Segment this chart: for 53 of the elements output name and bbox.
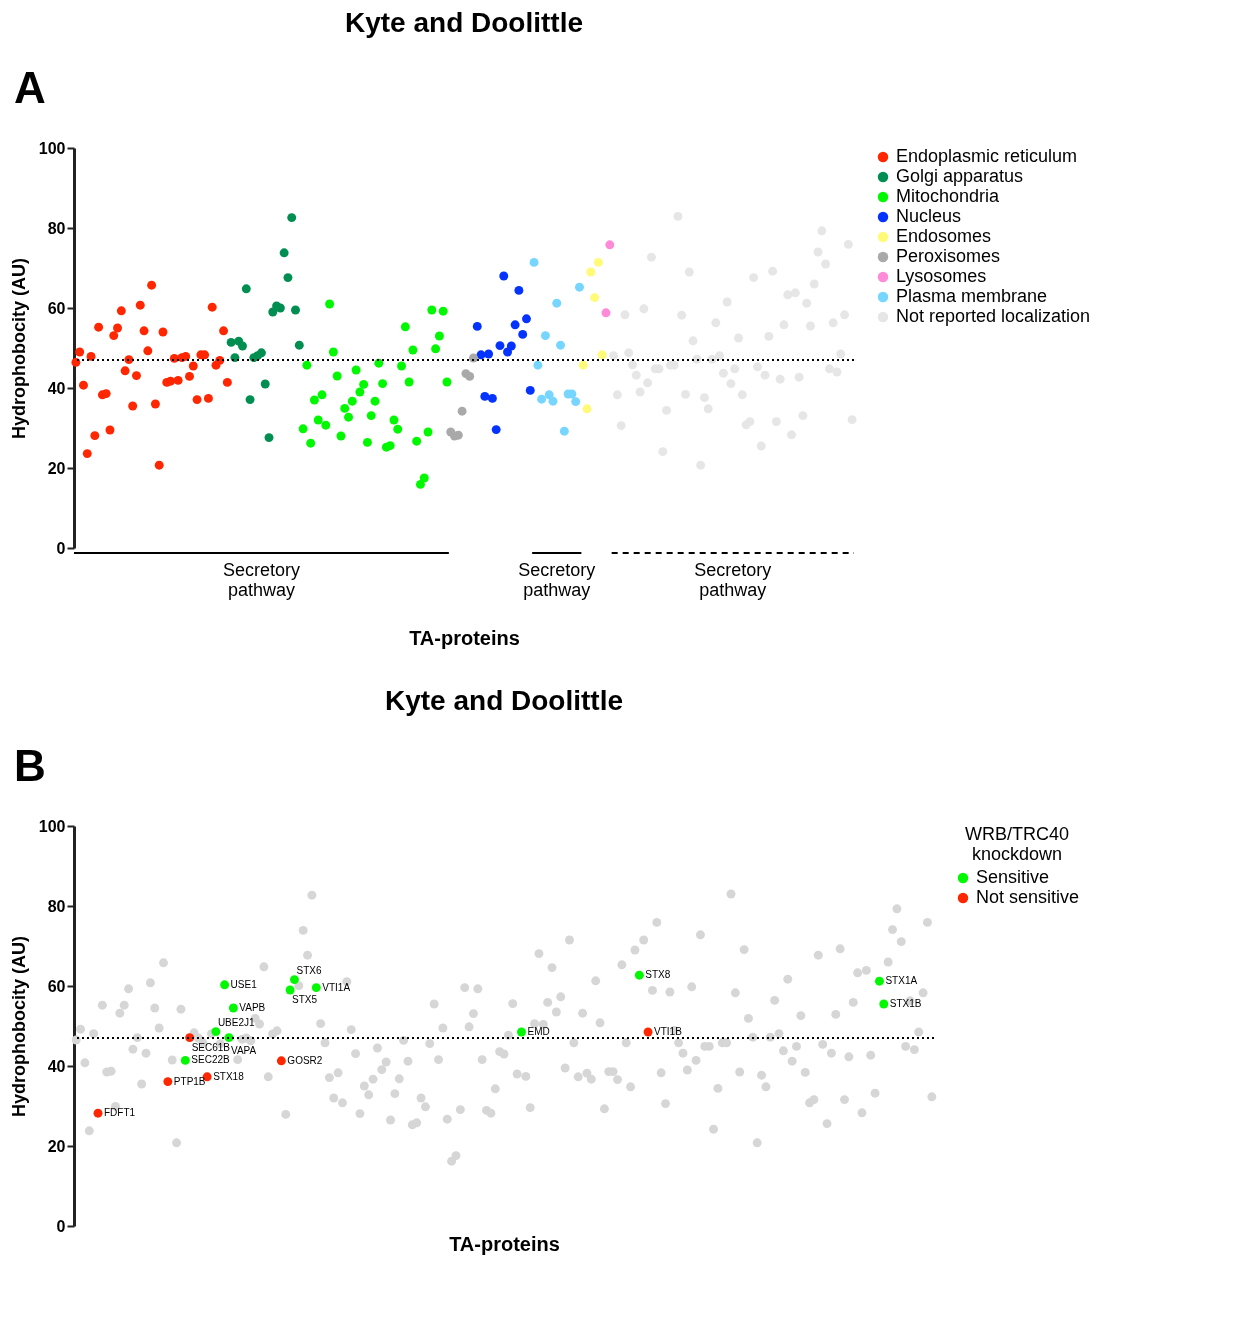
data-label: FDFT1 [104,1107,136,1119]
y-tick-label: 80 [47,219,66,237]
data-label: VAPB [239,1002,266,1013]
legend-title: WRB/TRC40 knockdown [964,824,1070,864]
text: Secretory pathway [518,560,596,600]
y-tick-label: 100 [38,817,66,835]
chart-title: Kyte and Doolittle [344,7,584,38]
y-tick-label: 40 [47,1057,66,1075]
data-label: STX18 [213,1070,245,1082]
data-label: STX1A [885,975,918,987]
data-label: STX8 [645,969,671,981]
x-axis-title: TA-proteins [409,626,520,649]
data-label: VTI1B [654,1026,683,1037]
text: A [14,63,46,112]
y-tick-label: 0 [56,539,66,557]
y-tick-label: 80 [47,897,66,915]
text: Secretory pathway [222,560,300,600]
x-axis-title: TA-proteins [449,1232,560,1255]
chart-title: Kyte and Doolittle [384,685,624,716]
legend-label: Lysosomes [896,266,987,286]
data-label: SEC61B [191,1041,231,1053]
legend-label: Mitochondria [896,186,1001,206]
y-tick-label: 20 [47,459,66,477]
y-axis-title: Hydrophobocity (AU) [8,936,29,1117]
data-label: PTP1B [173,1075,206,1087]
legend-label: Not sensitive [976,887,1080,907]
y-tick-label: 100 [38,139,66,157]
y-tick-label: 60 [47,299,66,317]
y-tick-label: 0 [56,1217,66,1235]
data-label: VAPA [230,1044,257,1056]
data-label: VTI1A [322,981,351,993]
data-label: UBE2J1 [217,1016,255,1028]
data-label: STX1B [889,998,922,1009]
data-label: USE1 [230,978,258,990]
legend-label: Endoplasmic reticulum [896,146,1078,166]
y-tick-label: 60 [47,977,66,995]
data-label: EMD [527,1026,550,1037]
legend-label: Golgi apparatus [896,166,1024,186]
legend-label: Nucleus [896,206,962,226]
legend-label: Peroxisomes [896,246,1001,266]
y-axis-title: Hydrophobocity (AU) [8,258,29,439]
legend-label: Not reported localization [896,306,1091,326]
text: Secretory pathway [694,560,772,600]
data-label: SEC22B [191,1054,230,1066]
y-tick-label: 20 [47,1137,66,1155]
data-label: STX5 [292,994,318,1005]
text: B [14,741,46,790]
legend-label: Endosomes [896,226,992,246]
data-label: GOSR2 [287,1054,323,1066]
data-label: STX6 [296,964,322,976]
y-tick-label: 40 [47,379,66,397]
legend-label: Sensitive [976,867,1050,887]
legend-label: Plasma membrane [896,286,1048,306]
